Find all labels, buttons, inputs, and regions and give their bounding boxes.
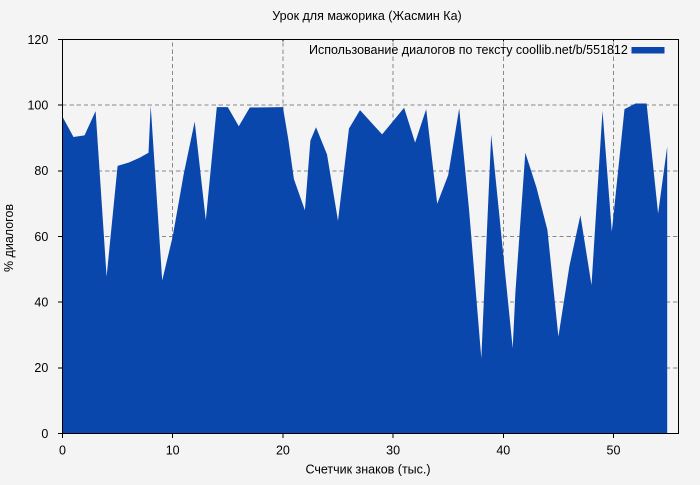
svg-text:% диалогов: % диалогов [2, 204, 16, 272]
svg-text:0: 0 [41, 427, 48, 441]
svg-text:Урок для мажорика (Жасмин Ка): Урок для мажорика (Жасмин Ка) [272, 9, 461, 23]
svg-text:Использование диалогов по текс: Использование диалогов по тексту coollib… [309, 43, 628, 57]
svg-text:50: 50 [607, 444, 621, 458]
svg-text:40: 40 [496, 444, 510, 458]
svg-text:80: 80 [34, 164, 48, 178]
svg-text:120: 120 [27, 33, 48, 47]
svg-text:30: 30 [386, 444, 400, 458]
svg-text:60: 60 [34, 230, 48, 244]
svg-text:0: 0 [59, 444, 66, 458]
svg-text:40: 40 [34, 296, 48, 310]
svg-text:100: 100 [27, 99, 48, 113]
svg-text:20: 20 [276, 444, 290, 458]
svg-text:Счетчик знаков (тыс.): Счетчик знаков (тыс.) [305, 463, 430, 477]
svg-text:20: 20 [34, 361, 48, 375]
svg-text:10: 10 [166, 444, 180, 458]
